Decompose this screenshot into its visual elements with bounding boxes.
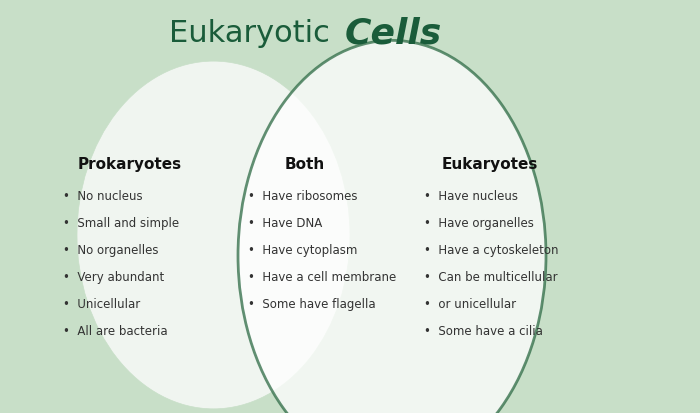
Text: •  Have a cytoskeleton: • Have a cytoskeleton	[424, 244, 558, 256]
Text: Cells: Cells	[344, 17, 442, 50]
Text: •  No organelles: • No organelles	[63, 244, 158, 256]
Text: •  Have organelles: • Have organelles	[424, 217, 533, 230]
Text: •  Some have flagella: • Some have flagella	[248, 297, 376, 310]
Text: Prokaryotes: Prokaryotes	[78, 157, 181, 172]
Text: Eukaryotic: Eukaryotic	[169, 19, 340, 47]
Text: •  Can be multicellular: • Can be multicellular	[424, 271, 557, 283]
Text: •  Have ribosomes: • Have ribosomes	[248, 190, 358, 203]
Text: •  Some have a cilia: • Some have a cilia	[424, 324, 542, 337]
Text: •  Have nucleus: • Have nucleus	[424, 190, 517, 203]
Text: •  No nucleus: • No nucleus	[63, 190, 143, 203]
Ellipse shape	[238, 41, 546, 413]
Text: •  Have DNA: • Have DNA	[248, 217, 323, 230]
Text: •  Have a cell membrane: • Have a cell membrane	[248, 271, 397, 283]
Text: •  Very abundant: • Very abundant	[63, 271, 164, 283]
Text: •  Small and simple: • Small and simple	[63, 217, 179, 230]
Text: •  Have cytoplasm: • Have cytoplasm	[248, 244, 358, 256]
Text: •  All are bacteria: • All are bacteria	[63, 324, 167, 337]
Text: •  or unicellular: • or unicellular	[424, 297, 516, 310]
Ellipse shape	[77, 62, 350, 409]
Text: Eukaryotes: Eukaryotes	[442, 157, 538, 172]
Text: Both: Both	[284, 157, 325, 172]
Text: •  Unicellular: • Unicellular	[63, 297, 140, 310]
